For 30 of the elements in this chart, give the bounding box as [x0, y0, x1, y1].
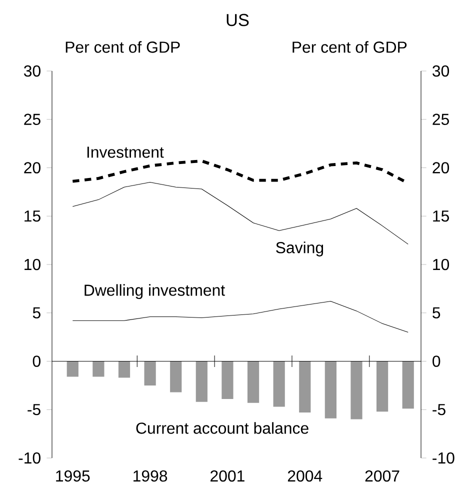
- y-axis-title: Per cent of GDP: [66, 41, 180, 53]
- x-tick-label: 1998: [134, 470, 168, 482]
- y2-tick-label: 25: [432, 114, 449, 126]
- x-tick-label: 2001: [210, 470, 244, 482]
- y2-tick-label: -10: [432, 452, 454, 464]
- y-tick-label: 25: [24, 114, 40, 126]
- series-label: Current account balance: [136, 422, 308, 434]
- y2-tick-label: 15: [433, 210, 449, 222]
- y-tick-label: 30: [24, 65, 40, 77]
- y2-tick-label: 30: [432, 65, 450, 77]
- y2-axis-title: Per cent of GDP: [292, 41, 407, 53]
- y-tick-label: -10: [18, 452, 40, 464]
- y-tick-label: 20: [24, 162, 40, 174]
- y2-tick-label: 10: [433, 258, 450, 270]
- y-tick-label: 15: [24, 210, 40, 222]
- x-tick-label: 2004: [288, 470, 322, 482]
- y-tick-label: -5: [28, 404, 40, 416]
- y2-tick-label: -5: [432, 404, 446, 416]
- series-label: Investment: [87, 146, 164, 158]
- series-label: Saving: [276, 242, 324, 256]
- y-tick-label: 5: [32, 307, 40, 318]
- y-tick-label: 10: [24, 258, 40, 270]
- chart-title: US: [226, 14, 249, 26]
- series-label: Dwelling investment: [84, 284, 225, 300]
- y2-tick-label: 20: [432, 162, 450, 174]
- y2-tick-label: 5: [432, 307, 440, 318]
- y-tick-label: 0: [32, 356, 40, 367]
- y2-tick-label: 0: [432, 356, 440, 367]
- x-tick-label: 1995: [56, 470, 90, 482]
- x-tick-label: 2007: [365, 470, 400, 482]
